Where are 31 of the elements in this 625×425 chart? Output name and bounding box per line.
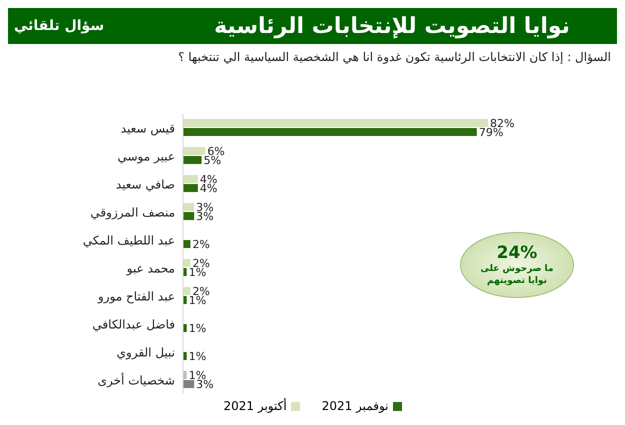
y-tick-label: صافي سعيد	[116, 177, 175, 192]
data-label: 1%	[188, 322, 206, 336]
y-tick-label: شخصيات أخرى	[98, 372, 175, 388]
y-tick-label: منصف المرزوقي	[90, 205, 175, 220]
bar	[183, 259, 190, 268]
bar	[183, 156, 202, 164]
bar	[183, 240, 190, 248]
y-tick-label: فاضل عبدالكافي	[92, 317, 175, 332]
bar	[183, 119, 488, 128]
legend-label: أكتوبر 2021	[223, 398, 287, 414]
y-tick-label: محمد عبو	[126, 261, 175, 276]
bar	[183, 287, 190, 296]
data-label: 2%	[192, 238, 210, 252]
bar	[183, 380, 194, 388]
bar	[183, 184, 198, 192]
data-label: 1%	[188, 350, 206, 364]
annotation: ما صرحوش على نوايا تصويتهم	[480, 263, 554, 287]
y-tick-label: نبيل القروي	[116, 345, 175, 360]
bar	[183, 203, 194, 212]
y-tick-label: عبد الفتاح مورو	[96, 289, 175, 304]
bar	[183, 175, 198, 184]
y-tick-label: عبد اللطيف المكي	[82, 233, 175, 248]
y-tick-label: عبير موسي	[117, 149, 175, 164]
legend-label: نوفمبر 2021	[322, 398, 389, 414]
bar	[183, 128, 477, 136]
text: سؤال تلقائي	[14, 18, 104, 34]
bar	[183, 212, 194, 220]
chart-title: نوايا التصويت للإنتخابات الرئاسية	[214, 14, 570, 38]
y-tick-label: قيس سعيد	[120, 121, 175, 136]
bar	[183, 147, 206, 156]
text: السؤال : إذا كان الانتخابات الرئاسية تكون غدوة انا هي الشخصية السياسية الي تنتخبها ؟	[177, 50, 612, 64]
